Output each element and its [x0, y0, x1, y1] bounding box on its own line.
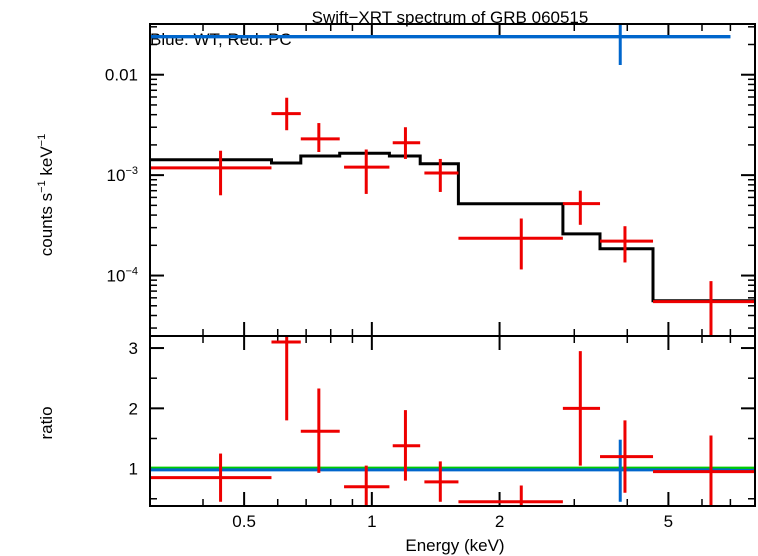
- top-y-tick-label: 10−4: [107, 266, 138, 286]
- x-tick-label: 1: [367, 512, 376, 531]
- top-ylabel-exp1: −1: [36, 180, 48, 193]
- pc-ratio-point: [271, 336, 301, 421]
- top-y-tick-label: 10−3: [107, 165, 138, 185]
- pc-data-point: [271, 97, 301, 131]
- pc-data-point: [300, 123, 340, 152]
- top-ylabel-main: counts s: [37, 193, 56, 256]
- top-data-points: [150, 24, 755, 336]
- bottom-data-points: [150, 336, 755, 506]
- pc-data-point: [562, 190, 601, 225]
- bottom-y-tick-label: 1: [129, 460, 138, 479]
- pc-data-point: [150, 150, 272, 196]
- pc-data-point: [600, 226, 654, 263]
- bottom-y-tick-label: 2: [129, 399, 138, 418]
- x-tick-label: 0.5: [232, 512, 256, 531]
- pc-ratio-point: [300, 388, 340, 473]
- tick-exponent: −3: [125, 165, 138, 177]
- top-panel-frame: [149, 23, 756, 337]
- top-ylabel-exp2: −1: [36, 134, 48, 147]
- pc-ratio-point: [424, 461, 459, 502]
- pc-data-point: [344, 149, 390, 194]
- tick-exponent: −4: [125, 266, 138, 278]
- bottom-y-axis-label: ratio: [37, 406, 56, 439]
- x-tick-labels: 0.5 1 2 5: [232, 512, 673, 531]
- top-panel-ticks: [149, 24, 756, 336]
- pc-model-line: [150, 151, 755, 303]
- pc-ratio-point: [150, 453, 272, 502]
- pc-data-point: [392, 127, 421, 159]
- chart-subtitle: Blue: WT, Red: PC: [150, 30, 292, 49]
- top-ylabel-mid: keV: [37, 146, 56, 181]
- pc-ratio-point: [600, 420, 654, 493]
- pc-ratio-point: [562, 351, 601, 466]
- pc-data-point: [424, 158, 459, 192]
- pc-ratio-point: [458, 485, 563, 506]
- bottom-panel-frame: [149, 335, 756, 507]
- pc-data-point: [458, 218, 563, 270]
- bottom-y-tick-label: 3: [129, 339, 138, 358]
- top-y-axis-label: counts s−1 keV−1: [36, 134, 56, 256]
- pc-data-point: [653, 281, 755, 336]
- x-tick-label: 5: [664, 512, 673, 531]
- chart-title: Swift−XRT spectrum of GRB 060515: [312, 8, 589, 27]
- bottom-panel-ticks: [149, 336, 756, 506]
- top-y-tick-label: 0.01: [105, 66, 138, 85]
- wt-data-point: [150, 24, 731, 65]
- x-tick-label: 2: [495, 512, 504, 531]
- tick-base: 10: [107, 166, 126, 185]
- tick-base: 10: [107, 267, 126, 286]
- x-axis-label: Energy (keV): [405, 536, 504, 555]
- pc-ratio-point: [392, 410, 421, 481]
- pc-ratio-point: [344, 465, 390, 506]
- pc-ratio-point: [653, 435, 755, 506]
